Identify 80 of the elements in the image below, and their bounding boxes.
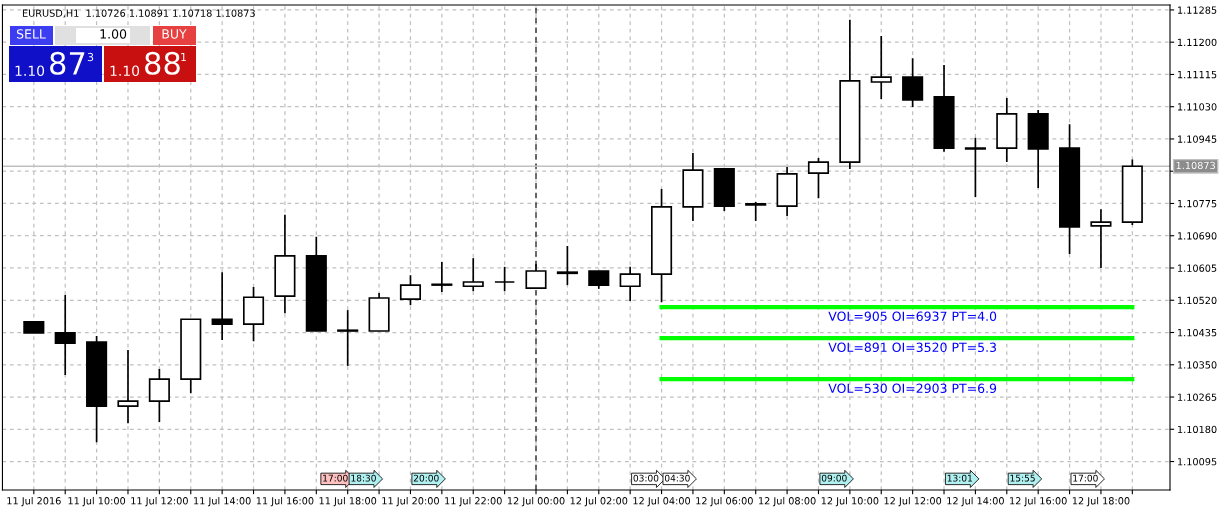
y-tick-label: 1.11115 <box>1178 71 1217 79</box>
candlestick <box>305 236 327 332</box>
ref-line-label: 1.10873 <box>1176 161 1215 170</box>
candlestick <box>619 266 641 302</box>
candlestick <box>117 349 139 425</box>
annotation: 13:01 <box>947 474 972 482</box>
y-tick-label: 1.10605 <box>1178 264 1217 272</box>
annotation: SELL <box>16 29 46 39</box>
annotation: 1.10 <box>110 65 140 77</box>
candlestick <box>870 35 892 100</box>
candlestick <box>996 97 1018 163</box>
x-tick-label: 12 Jul 04:00 <box>633 496 691 507</box>
y-tick-label: 1.10690 <box>1178 232 1217 240</box>
candlestick <box>682 152 704 222</box>
y-tick-label: 1.10180 <box>1178 425 1217 434</box>
annotation: VOL=891 OI=3520 PT=5.3 <box>828 342 997 353</box>
x-tick-label: 11 Jul 12:00 <box>131 496 188 507</box>
candlestick <box>211 271 233 341</box>
y-tick-label: 1.11030 <box>1178 103 1217 111</box>
x-tick-label: 12 Jul 06:00 <box>696 496 753 507</box>
y-tick-label: 1.11200 <box>1178 38 1217 47</box>
annotation: 15:55 <box>1010 474 1035 482</box>
candlestick <box>368 292 390 332</box>
candlestick <box>1027 109 1049 189</box>
annotation: 17:00 <box>1073 474 1098 482</box>
annotation: 20:00 <box>413 474 439 482</box>
annotation: 03:00 <box>633 474 659 482</box>
annotation: VOL=530 OI=2903 PT=6.9 <box>828 383 997 394</box>
y-tick-label: 1.10520 <box>1178 296 1217 305</box>
chart-title: EURUSD,H1 1.10726 1.10891 1.10718 1.10873 <box>22 9 255 18</box>
annotation: 3 <box>87 52 94 62</box>
x-tick-label: 12 Jul 00:00 <box>507 496 565 507</box>
x-tick-label: 12 Jul 12:00 <box>884 496 942 507</box>
candlestick <box>23 321 45 334</box>
x-tick-label: 11 Jul 22:00 <box>445 496 502 507</box>
candlestick <box>525 263 547 289</box>
candlestick <box>180 318 202 395</box>
candlestick <box>1090 208 1112 269</box>
x-tick-label: 12 Jul 16:00 <box>1010 496 1067 507</box>
candlestick <box>1059 123 1081 255</box>
x-tick-label: 12 Jul 18:00 <box>1072 496 1130 507</box>
y-tick-label: 1.10265 <box>1178 393 1217 401</box>
x-tick-label: 11 Jul 16:00 <box>256 496 314 507</box>
candlestick <box>713 168 735 212</box>
x-tick-label: 11 Jul 2016 <box>7 496 61 507</box>
annotation: VOL=905 OI=6937 PT=4.0 <box>828 311 997 321</box>
annotation: 1.00 <box>100 29 127 39</box>
x-tick-label: 11 Jul 14:00 <box>194 496 251 507</box>
annotation: 87 <box>50 51 85 75</box>
candlestick <box>54 294 76 376</box>
candlestick <box>337 309 359 367</box>
y-tick-label: 1.10945 <box>1178 135 1217 143</box>
x-tick-label: 12 Jul 08:00 <box>759 496 816 507</box>
candlestick <box>274 214 296 314</box>
annotation: 1 <box>181 52 187 62</box>
y-tick-label: 1.11285 <box>1178 6 1217 14</box>
x-tick-label: 11 Jul 10:00 <box>68 496 126 507</box>
annotation: 1.10 <box>15 65 45 77</box>
annotation: 88 <box>145 51 180 75</box>
y-tick-label: 1.10775 <box>1178 199 1217 208</box>
y-tick-label: 1.10095 <box>1178 458 1217 466</box>
x-tick-label: 12 Jul 02:00 <box>570 496 628 507</box>
y-tick-label: 1.10350 <box>1178 361 1217 369</box>
candlestick <box>745 201 767 222</box>
x-tick-label: 11 Jul 20:00 <box>382 496 439 507</box>
annotation: 09:00 <box>821 474 847 482</box>
candlestick <box>933 64 955 153</box>
y-tick-label: 1.10435 <box>1178 328 1217 337</box>
candlestick <box>776 166 798 217</box>
annotation: BUY <box>162 29 187 39</box>
candlestick <box>839 18 861 170</box>
annotation: 17:00 <box>323 474 348 482</box>
annotation: 18:30 <box>351 474 376 482</box>
x-tick-label: 11 Jul 18:00 <box>319 496 377 507</box>
candlestick <box>462 257 484 292</box>
candlestick <box>431 261 453 293</box>
x-tick-label: 12 Jul 10:00 <box>821 496 879 507</box>
candlestick <box>588 270 610 290</box>
annotation: 04:30 <box>664 474 690 482</box>
x-tick-label: 12 Jul 14:00 <box>947 496 1004 507</box>
